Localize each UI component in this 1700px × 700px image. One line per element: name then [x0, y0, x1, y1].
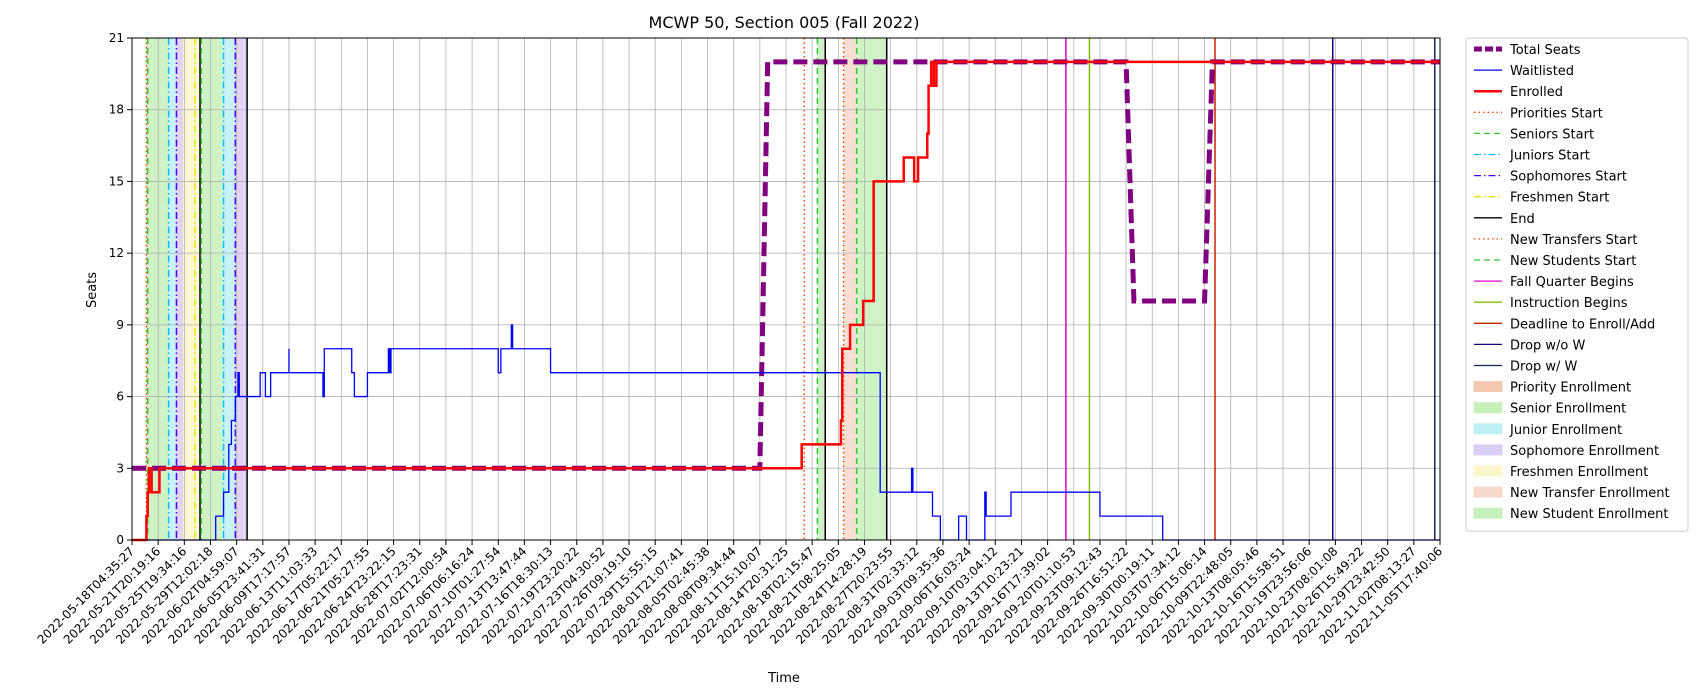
series-line-enrolled	[132, 60, 1440, 542]
legend-label: Junior Enrollment	[1509, 423, 1622, 438]
legend-label: Juniors Start	[1509, 149, 1590, 164]
legend-box	[1465, 37, 1689, 532]
legend-label: Fall Quarter Begins	[1510, 275, 1634, 290]
legend-label: Total Seats	[1509, 43, 1581, 58]
legend-label: Drop w/ W	[1510, 360, 1578, 375]
legend-swatch	[1473, 465, 1503, 477]
series-line-total-seats	[132, 59, 1440, 471]
chart-title: MCWP 50, Section 005 (Fall 2022)	[649, 13, 920, 32]
span-9	[856, 38, 887, 540]
legend-label: Sophomores Start	[1510, 170, 1627, 185]
span-3	[176, 38, 184, 540]
y-tick-label: 18	[109, 103, 124, 117]
legend-label: Freshmen Start	[1510, 191, 1609, 206]
legend-label: Priorities Start	[1510, 106, 1603, 121]
legend-swatch	[1473, 507, 1503, 519]
legend-label: Instruction Begins	[1510, 296, 1628, 311]
y-tick-label: 0	[116, 533, 124, 547]
x-axis-label: Time	[767, 671, 800, 686]
span-10	[817, 38, 826, 540]
y-tick-label: 12	[109, 246, 124, 260]
legend: Total Seats Waitlisted Enrolled Priorities …	[1465, 37, 1689, 532]
legend-swatch	[1473, 381, 1503, 393]
legend-label: End	[1510, 212, 1535, 227]
legend-label: Waitlisted	[1510, 64, 1574, 79]
legend-label: New Transfer Enrollment	[1510, 486, 1670, 501]
legend-label: Freshmen Enrollment	[1510, 465, 1648, 480]
y-axis-label: Seats	[85, 272, 100, 308]
legend-label: Deadline to Enroll/Add	[1510, 317, 1655, 332]
legend-label: Priority Enrollment	[1510, 381, 1631, 396]
y-tick-label: 6	[116, 390, 124, 404]
legend-label: Sophomore Enrollment	[1510, 444, 1659, 459]
legend-label: New Students Start	[1510, 254, 1636, 269]
legend-label: New Transfers Start	[1510, 233, 1637, 248]
span-8	[843, 38, 857, 540]
legend-swatch	[1473, 402, 1503, 414]
legend-label: Drop w/o W	[1510, 338, 1586, 353]
y-tick-label: 3	[116, 461, 124, 475]
span-7	[235, 38, 248, 540]
legend-label: Seniors Start	[1510, 127, 1594, 142]
span-4	[183, 38, 201, 540]
legend-label: Enrolled	[1510, 85, 1563, 100]
legend-label: New Student Enrollment	[1510, 507, 1668, 522]
span-5	[201, 38, 224, 540]
y-tick-label: 21	[109, 31, 124, 45]
legend-swatch	[1473, 423, 1503, 435]
span-6	[223, 38, 236, 540]
legend-swatch	[1473, 444, 1503, 456]
series-line-waitlisted	[132, 324, 1440, 541]
y-tick-label: 9	[116, 318, 124, 332]
plot-area: 0369121518212022-05-18T04:35:272022-05-2…	[35, 31, 1446, 647]
y-tick-label: 15	[109, 174, 124, 188]
span-2	[168, 38, 177, 540]
legend-swatch	[1473, 486, 1503, 498]
legend-label: Senior Enrollment	[1510, 402, 1626, 417]
